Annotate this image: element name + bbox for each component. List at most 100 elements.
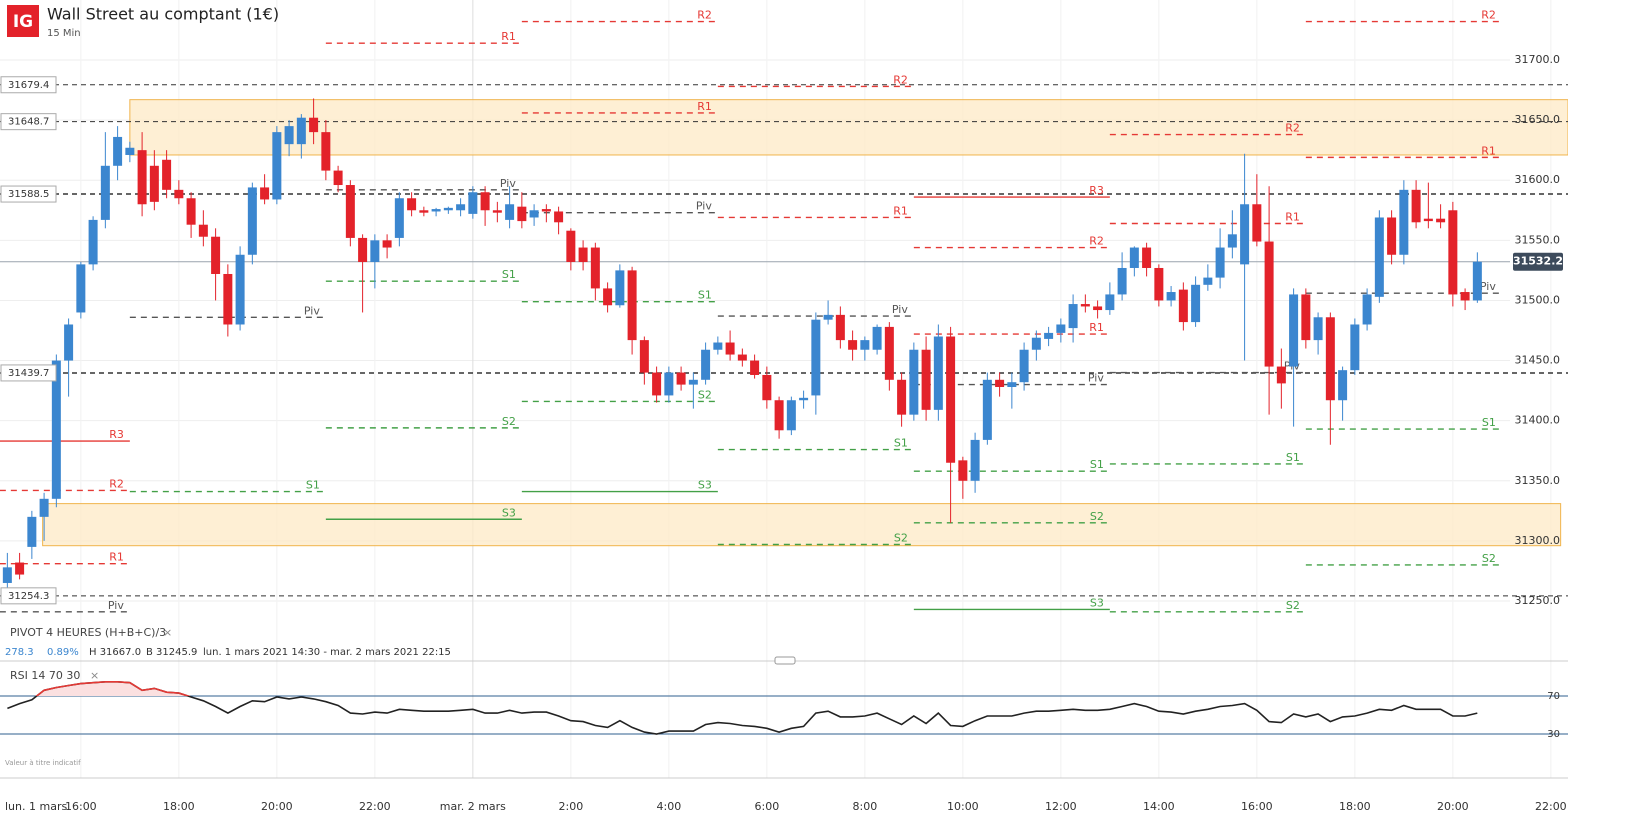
stat: H 31667.0 — [89, 647, 141, 658]
candle-body — [1215, 247, 1225, 278]
candle-body — [1448, 210, 1458, 295]
close-indicator[interactable]: × — [163, 626, 172, 639]
candle-body — [382, 240, 392, 248]
y-tick-label: 31700.0 — [1515, 53, 1561, 66]
candle-body — [909, 349, 919, 415]
pivot-label: S1 — [306, 479, 320, 492]
candle-body — [750, 360, 760, 375]
pivot-label: R1 — [109, 551, 124, 564]
x-tick-label: 2:00 — [558, 800, 583, 813]
footnote: Valeur à titre indicatif — [5, 759, 81, 767]
candle-body — [1301, 294, 1311, 341]
candle-body — [529, 210, 539, 218]
y-tick-label: 31500.0 — [1515, 293, 1561, 306]
y-tick-label: 31550.0 — [1515, 233, 1561, 246]
rsi-line — [7, 681, 1478, 735]
start-date-label: lun. 1 mars — [5, 800, 67, 813]
candle-body — [370, 240, 380, 262]
y-tick-label: 31400.0 — [1515, 414, 1561, 427]
pivot-label: R1 — [893, 204, 908, 217]
pivot-label: S3 — [1090, 596, 1104, 609]
candle-body — [137, 150, 147, 205]
candle-body — [1399, 189, 1409, 255]
candle-body — [174, 189, 184, 199]
last-price-tag — [1513, 252, 1563, 271]
pivot-label: S1 — [1482, 416, 1496, 429]
candle-body — [125, 147, 135, 155]
plot: R3 R2 R1 Piv Piv S1 R1 Piv S1 S2 S3 R2 R1 Piv S1 S2 S3 R2… — [0, 9, 1568, 613]
candle-body — [419, 210, 429, 213]
x-tick-label: 22:00 — [1535, 800, 1567, 813]
pivot-label: S2 — [894, 531, 908, 544]
pivot-label: R3 — [109, 428, 124, 441]
x-tick-label: 16:00 — [65, 800, 97, 813]
last-price-value: 31532.2 — [1513, 255, 1563, 268]
logo[interactable] — [7, 5, 39, 37]
candle-body — [260, 187, 270, 200]
pivot-label: S2 — [698, 388, 712, 401]
candle-body — [358, 237, 368, 262]
candle-body — [1166, 292, 1176, 301]
candle-body — [1154, 267, 1164, 301]
rsi-label: RSI 14 70 30 — [10, 669, 80, 682]
candle-body — [946, 336, 956, 463]
pivot-label: Piv — [500, 177, 516, 190]
pivot-label: R2 — [1285, 122, 1300, 135]
candle-body — [811, 319, 821, 396]
reference-label: 31679.4 — [8, 80, 49, 91]
candle-body — [505, 204, 515, 220]
pivot-label: Piv — [304, 304, 320, 317]
candle-body — [1093, 306, 1103, 311]
candle-body — [1129, 247, 1139, 268]
candle-body — [1105, 294, 1115, 311]
candle-body — [1178, 289, 1188, 323]
candle-body — [1289, 294, 1299, 367]
candle-body — [1411, 189, 1421, 223]
candle-body — [162, 159, 172, 190]
candle-body — [1460, 292, 1470, 301]
pivot-label: S2 — [1482, 552, 1496, 565]
candle-body — [186, 198, 196, 225]
candle-body — [517, 206, 527, 222]
candle-body — [1044, 332, 1054, 339]
candle-body — [431, 209, 441, 212]
pivot-label: S2 — [1090, 510, 1104, 523]
candle-body — [1252, 204, 1262, 242]
candle-body — [639, 340, 649, 373]
y-tick-label: 31450.0 — [1515, 354, 1561, 367]
close-rsi[interactable]: × — [90, 669, 99, 682]
zone — [129, 99, 1568, 156]
candle-body — [113, 136, 123, 166]
candle-body — [786, 400, 796, 431]
resize-handle[interactable] — [774, 656, 796, 665]
x-tick-label: 8:00 — [852, 800, 877, 813]
candle-body — [615, 270, 625, 306]
pivot-label: S1 — [698, 289, 712, 302]
reference-label-box — [0, 364, 57, 382]
candle-body — [1203, 277, 1213, 285]
candle-body — [799, 397, 809, 401]
reference-label-box — [0, 185, 57, 203]
pivot-label: S3 — [502, 506, 516, 519]
candle-body — [1031, 337, 1041, 350]
x-tick-label: 20:00 — [261, 800, 293, 813]
reference-label: 31648.7 — [8, 117, 49, 128]
x-tick-label: 22:00 — [359, 800, 391, 813]
candle-body — [309, 117, 319, 133]
candle-body — [701, 349, 711, 380]
rsi-tick-label: 30 — [1547, 729, 1560, 740]
candle-body — [51, 360, 61, 499]
candle-body — [958, 460, 968, 481]
y-tick-label: 31650.0 — [1515, 113, 1561, 126]
candle-body — [1142, 247, 1152, 268]
candle-body — [235, 254, 245, 325]
candle-body — [554, 211, 564, 223]
rsi-over-area — [7, 681, 1478, 696]
pivot-label: Piv — [1480, 280, 1496, 293]
x-tick-label: 4:00 — [656, 800, 681, 813]
candle-body — [995, 379, 1005, 388]
candle-body — [1362, 294, 1372, 325]
logo-text: IG — [13, 12, 33, 32]
candle-body — [1019, 349, 1029, 383]
candle-body — [897, 379, 907, 415]
